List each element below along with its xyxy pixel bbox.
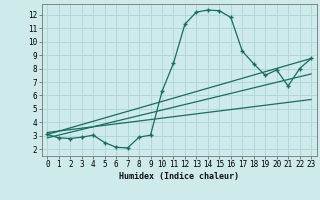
X-axis label: Humidex (Indice chaleur): Humidex (Indice chaleur) <box>119 172 239 181</box>
